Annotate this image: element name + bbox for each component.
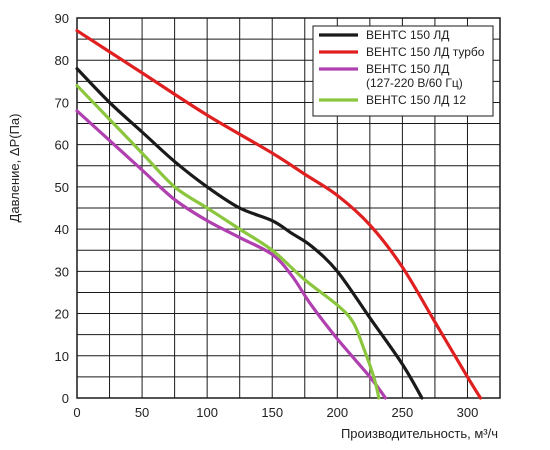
legend-label-4: ВЕНТС 150 ЛД 12 [366, 93, 466, 107]
x-tick-labels: 0 50 100 150 200 250 300 [73, 405, 478, 420]
y-tick-label: 20 [55, 307, 69, 322]
x-tick-label: 300 [457, 405, 479, 420]
plot-frame [76, 17, 501, 399]
legend-label-3: ВЕНТС 150 ЛД [366, 62, 449, 76]
y-tick-label: 80 [55, 53, 69, 68]
y-tick-label: 10 [55, 349, 69, 364]
x-tick-label: 150 [261, 405, 283, 420]
y-tick-label: 90 [55, 11, 69, 26]
x-tick-label: 50 [135, 405, 149, 420]
x-tick-label: 0 [73, 405, 80, 420]
y-tick-label: 40 [55, 222, 69, 237]
series-line-2 [75, 29, 483, 400]
y-axis-label: Давление, ΔP(Па) [7, 114, 22, 223]
legend-label-2: ВЕНТС 150 ЛД турбо [366, 45, 485, 59]
y-tick-label: 60 [55, 138, 69, 153]
y-tick-label: 70 [55, 95, 69, 110]
legend-label-3: (127-220 В/60 Гц) [366, 76, 463, 90]
y-tick-label: 50 [55, 180, 69, 195]
x-axis-label: Производительность, м³/ч [341, 426, 498, 441]
y-tick-labels: 0 10 20 30 40 50 60 70 80 90 [55, 11, 69, 406]
y-tick-label: 30 [55, 264, 69, 279]
series-line-1 [75, 67, 424, 400]
y-tick-label: 0 [62, 391, 69, 406]
series-line-4 [75, 83, 381, 400]
legend: ВЕНТС 150 ЛД ВЕНТС 150 ЛД турбо ВЕНТС 150 … [312, 25, 494, 117]
legend-label-1: ВЕНТС 150 ЛД [366, 28, 449, 42]
x-tick-label: 200 [326, 405, 348, 420]
x-tick-label: 100 [196, 405, 218, 420]
series-lines [75, 29, 483, 400]
series-line-3 [75, 109, 388, 400]
x-tick-label: 250 [392, 405, 414, 420]
